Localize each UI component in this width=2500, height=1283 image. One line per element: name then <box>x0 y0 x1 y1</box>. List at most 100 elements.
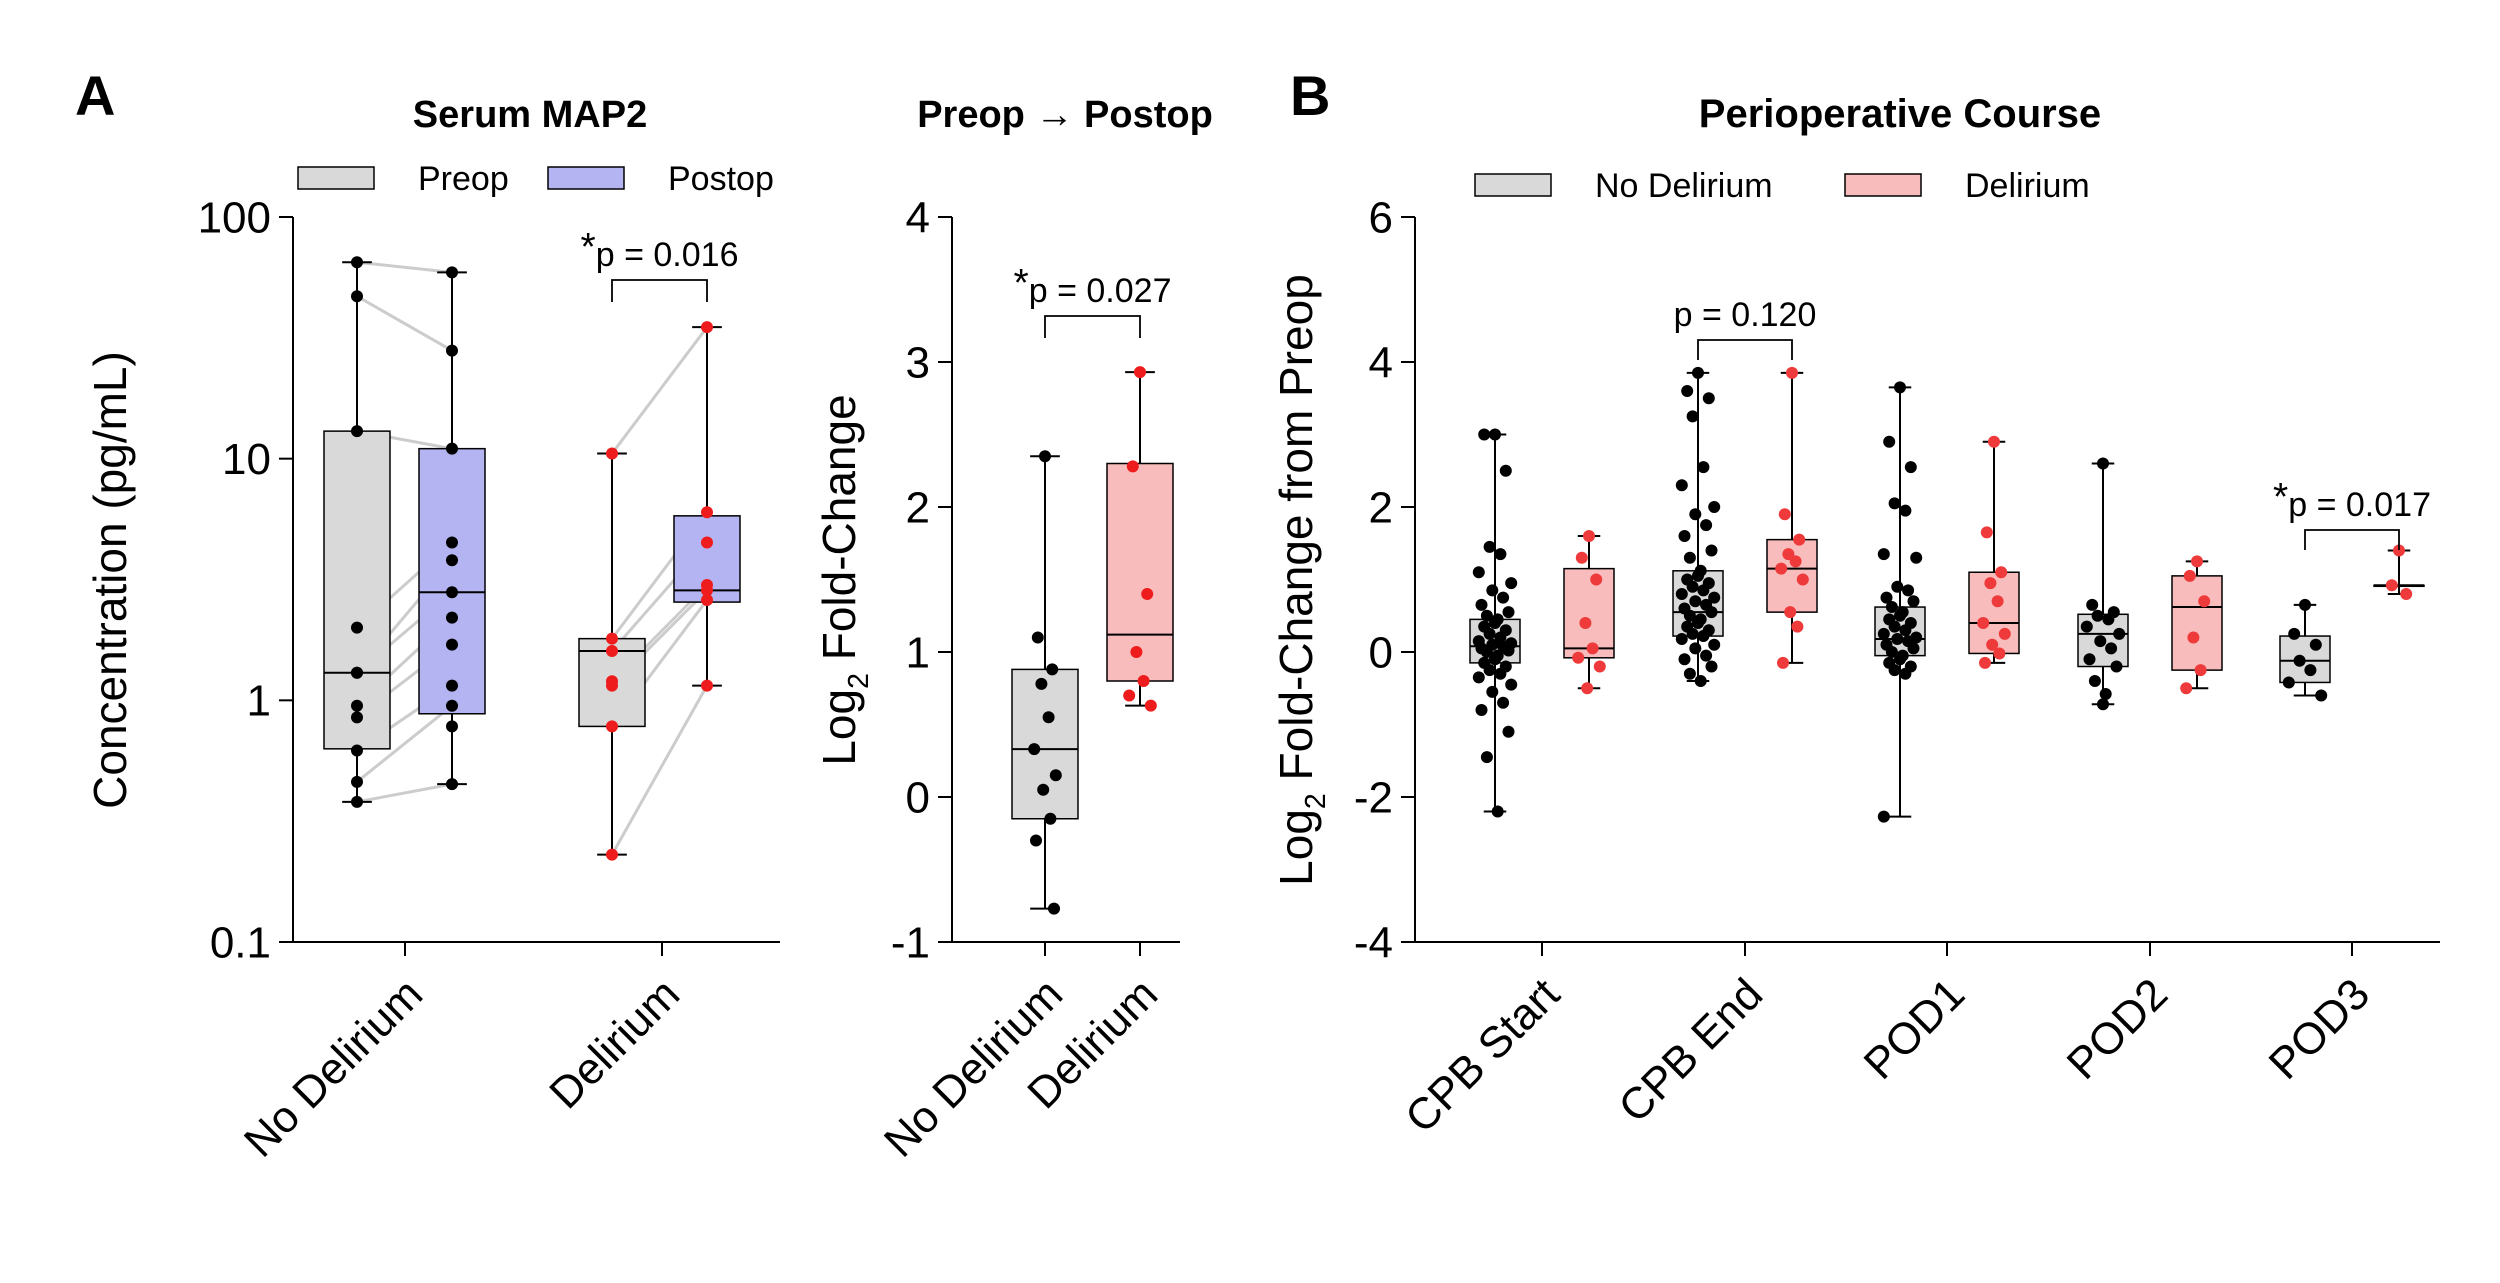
perioperative-pod3-no-delirium-point <box>2299 598 2311 611</box>
fold-change-delirium-point <box>1123 689 1136 702</box>
perioperative-cpb-start-no-delirium-point <box>1497 696 1510 709</box>
fold-change-bracket <box>1044 315 1141 338</box>
serum-map2-delirium-postop-point <box>701 536 713 549</box>
perioperative-cpb-end-no-delirium-point <box>1683 609 1696 622</box>
perioperative-pod2-no-delirium-point <box>2080 620 2093 633</box>
perioperative-cpb-start-delirium-point <box>1575 551 1588 564</box>
perioperative-pod1-delirium-point <box>1980 526 1993 539</box>
perioperative-cpb-end-no-delirium-point <box>1708 591 1721 604</box>
panel-label-b: B <box>1290 64 1330 127</box>
serum-map2-no-delirium-preop-point <box>351 699 363 712</box>
perioperative-cpb-end-no-delirium-point <box>1692 617 1704 629</box>
fold-change-y-tick-label: 0 <box>906 773 930 822</box>
perioperative-cpb-end-no-delirium-point <box>1689 508 1702 521</box>
serum-map2-x-tick-label: No Delirium <box>235 969 432 1166</box>
perioperative-cpb-start-no-delirium-point <box>1472 566 1485 579</box>
fold-change-no-delirium-point <box>1030 834 1042 847</box>
perioperative-pod1-delirium-point <box>1991 595 2004 608</box>
serum-map2-y-tick-label: 100 <box>198 193 271 242</box>
perioperative-pod3-no-delirium-point <box>2293 654 2306 667</box>
perioperative-y-tick-label: 4 <box>1369 338 1393 387</box>
perioperative-cpb-end-no-delirium-point <box>1689 595 1702 608</box>
perioperative-course-chart: Perioperative Course No Delirium Delirium -… <box>1270 92 2440 1142</box>
no-delirium-legend-swatch <box>1474 173 1552 197</box>
fold-change-y-tick-label: 4 <box>906 193 930 242</box>
serum-map2-delirium-postop-point <box>701 506 713 519</box>
perioperative-cpb-end-p-value: p = 0.120 <box>1674 296 1817 334</box>
serum-map2-no-delirium-preop-point <box>351 425 363 438</box>
perioperative-cpb-end-delirium-point <box>1777 656 1789 669</box>
perioperative-cpb-end-no-delirium-point <box>1700 519 1713 532</box>
serum-map2-no-delirium-postop-point <box>446 638 458 651</box>
serum-map2-y-tick-label: 0.1 <box>210 918 271 967</box>
perioperative-pod1-no-delirium-point <box>1885 646 1898 658</box>
serum-map2-delirium-preop-point <box>606 848 618 861</box>
perioperative-cpb-start-no-delirium-point <box>1483 664 1496 677</box>
serum-map2-no-delirium-postop-point <box>446 720 458 733</box>
perioperative-cpb-start-no-delirium-point <box>1499 464 1512 477</box>
serum-map2-y-tick-label: 10 <box>222 435 271 484</box>
perioperative-cpb-start-no-delirium-point <box>1480 646 1493 658</box>
perioperative-pod3-no-delirium-point <box>2315 689 2328 702</box>
perioperative-x-tick-label: POD3 <box>2260 969 2379 1088</box>
perioperative-pod2-delirium-point <box>2191 555 2203 568</box>
perioperative-cpb-end-no-delirium-point <box>1702 392 1715 405</box>
perioperative-cpb-end-delirium-point <box>1796 573 1809 586</box>
perioperative-pod1-no-delirium-point <box>1907 642 1920 655</box>
fold-change-y-tick-label: -1 <box>891 918 930 967</box>
serum-map2-no-delirium-preop-point <box>351 744 363 757</box>
fold-change-no-delirium-box <box>1011 668 1079 820</box>
serum-map2-bracket <box>611 279 708 302</box>
perioperative-pod1-delirium-point <box>1986 638 1999 651</box>
serum-map2-no-delirium-preop-box <box>323 430 391 750</box>
serum-map2-no-delirium-postop-point <box>446 536 458 549</box>
perioperative-pod2-no-delirium-point <box>2097 457 2109 470</box>
perioperative-cpb-end-no-delirium-point <box>1683 667 1696 680</box>
perioperative-cpb-end-no-delirium-point <box>1697 630 1710 643</box>
perioperative-pod1-no-delirium-point <box>1877 627 1890 640</box>
serum-map2-no-delirium-preop-point <box>351 256 363 269</box>
perioperative-cpb-end-no-delirium-point <box>1675 632 1688 645</box>
perioperative-pod1-no-delirium-point <box>1907 595 1920 608</box>
serum-map2-no-delirium-preop-point <box>351 775 363 788</box>
serum-map2-y-label: Concentration (pg/mL) <box>84 351 136 809</box>
perioperative-cpb-end-no-delirium-point <box>1678 653 1691 666</box>
perioperative-y-tick-label: 0 <box>1369 628 1393 677</box>
paired-line <box>356 704 453 784</box>
paired-line <box>610 684 709 856</box>
serum-map2-x-tick-label: Delirium <box>540 969 689 1118</box>
perioperative-cpb-start-no-delirium-point <box>1502 606 1515 619</box>
perioperative-cpb-end-no-delirium-point <box>1697 461 1710 474</box>
serum-map2-delirium-preop-point <box>606 720 618 733</box>
perioperative-cpb-start-delirium-point <box>1583 530 1595 542</box>
perioperative-cpb-end-no-delirium-point <box>1708 638 1721 651</box>
perioperative-pod2-delirium-point <box>2183 569 2196 582</box>
perioperative-y-label-rest: Fold-Change from Preop <box>1270 274 1322 793</box>
serum-map2-delirium-preop-point <box>606 679 618 692</box>
perioperative-cpb-start-delirium-box <box>1563 567 1615 659</box>
fold-change-y-label-rest: Fold-Change <box>813 394 865 673</box>
perioperative-pod2-delirium-point <box>2198 595 2211 608</box>
perioperative-pod1-no-delirium-point <box>1899 667 1912 680</box>
fold-change-p-value: *p = 0.027 <box>1014 262 1172 310</box>
fold-change-no-delirium-point <box>1042 711 1055 724</box>
perioperative-cpb-start-no-delirium-point <box>1472 671 1485 684</box>
fold-change-delirium-point <box>1134 366 1146 379</box>
serum-map2-chart: Serum MAP2 Preop Postop 0.1 1 10 100 Concentrat… <box>84 94 780 1167</box>
fold-change-delirium-point <box>1130 646 1143 658</box>
fold-change-no-delirium-point <box>1037 783 1050 796</box>
perioperative-pod1-no-delirium-point <box>1894 609 1906 622</box>
fold-change-y-tick-label: 3 <box>906 338 930 387</box>
perioperative-pod3-delirium-point <box>2393 544 2405 557</box>
serum-map2-no-delirium-postop-point <box>446 778 458 791</box>
serum-map2-no-delirium-postop-box <box>418 447 486 715</box>
serum-map2-no-delirium-preop-point <box>351 795 363 808</box>
perioperative-cpb-start-delirium-point <box>1572 651 1585 664</box>
perioperative-cpb-start-no-delirium-point <box>1494 548 1507 561</box>
perioperative-pod3-p-value: *p = 0.017 <box>2273 476 2431 524</box>
perioperative-pod3-no-delirium-point <box>2309 638 2322 651</box>
perioperative-pod3-delirium-point <box>2400 588 2413 600</box>
perioperative-x-tick-label: POD1 <box>1855 969 1974 1088</box>
fold-change-delirium-box <box>1106 462 1174 682</box>
